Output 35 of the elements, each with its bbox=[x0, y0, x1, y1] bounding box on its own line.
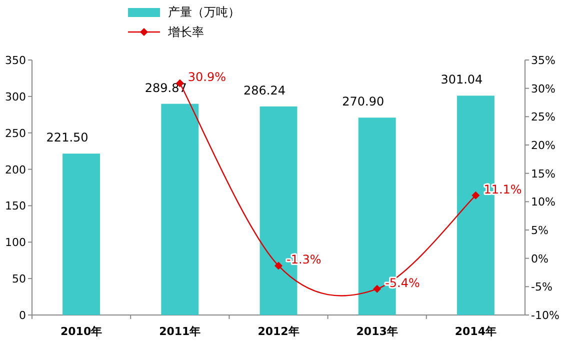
legend-label: 产量（万吨） bbox=[168, 5, 240, 19]
y2-tick-label: 10% bbox=[531, 196, 556, 209]
y2-tick-label: 15% bbox=[531, 167, 556, 180]
point bbox=[274, 262, 282, 270]
bar bbox=[62, 154, 100, 315]
x-tick-label: 2012年 bbox=[258, 325, 300, 338]
y2-tick-label: -10% bbox=[531, 309, 560, 322]
y2-tick-label: 30% bbox=[531, 82, 556, 96]
y-tick-label: 300 bbox=[5, 90, 26, 104]
data-label: 286.24 bbox=[244, 83, 286, 98]
x-tick-label: 2011年 bbox=[159, 325, 201, 338]
y2-tick-label: 35% bbox=[531, 54, 556, 67]
data-label: 270.90 bbox=[342, 94, 384, 109]
data-label: 301.04 bbox=[440, 72, 483, 87]
y-tick-label: 100 bbox=[5, 236, 26, 250]
y-tick-label: 200 bbox=[5, 163, 26, 176]
point bbox=[472, 191, 480, 200]
x-tick-label: 2014年 bbox=[454, 325, 497, 338]
y-tick-label: 0 bbox=[19, 309, 26, 322]
y2-tick-label: 5% bbox=[531, 224, 548, 237]
y-tick-label: 50 bbox=[12, 272, 26, 286]
x-tick-label: 2010年 bbox=[60, 325, 102, 338]
y2-tick-label: 20% bbox=[531, 139, 556, 152]
y2-tick-label: -5% bbox=[531, 280, 552, 294]
bar bbox=[161, 104, 199, 315]
y-tick-label: 150 bbox=[5, 200, 26, 213]
x-tick-label: 2013年 bbox=[356, 325, 398, 338]
legend-label: 增长率 bbox=[167, 25, 204, 39]
point bbox=[373, 284, 382, 293]
y-tick-label: 250 bbox=[5, 126, 26, 140]
y-tick-label: 350 bbox=[5, 54, 26, 67]
data-label: 30.9% bbox=[188, 70, 226, 84]
data-label: 221.50 bbox=[46, 130, 88, 145]
y2-tick-label: 25% bbox=[531, 110, 556, 124]
y2-tick-label: 0% bbox=[531, 252, 548, 266]
